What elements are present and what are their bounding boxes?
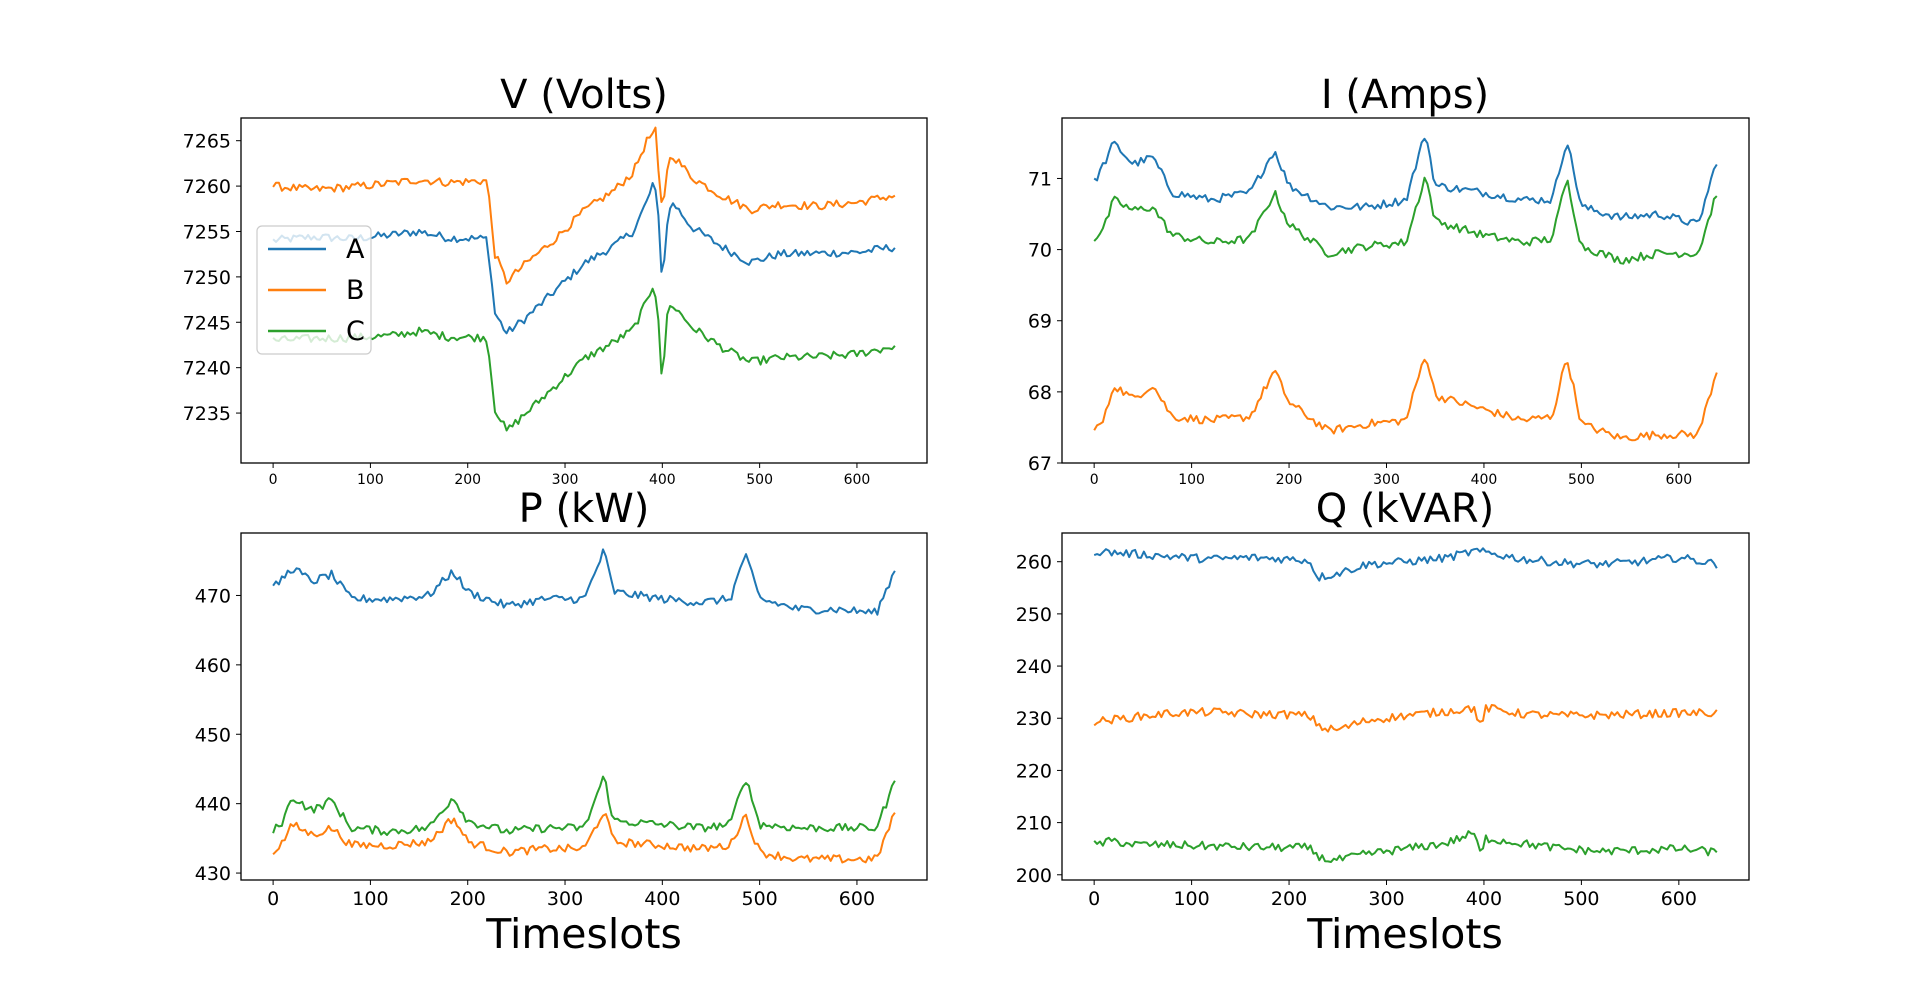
y-tick-label: 7265	[183, 131, 231, 153]
y-tick-label: 200	[1016, 865, 1052, 887]
x-tick-label: 300	[1368, 888, 1404, 910]
x-tick-label: 400	[1471, 472, 1498, 488]
series-layer	[1093, 137, 1718, 442]
x-tick-label: 600	[1665, 472, 1692, 488]
y-tick-label: 68	[1028, 382, 1052, 404]
plot-frame	[1061, 532, 1750, 881]
x-axis-ticks: 0 100 200 300 400 500 600	[1090, 472, 1693, 488]
x-tick-label: 0	[1088, 888, 1100, 910]
y-tick-label: 440	[195, 794, 231, 816]
plot-frame	[1061, 117, 1750, 464]
series-layer	[272, 548, 896, 864]
series-line-a	[272, 548, 896, 616]
y-tick-label: 67	[1028, 453, 1052, 475]
y-tick-label: 250	[1016, 604, 1052, 626]
x-axis-ticks: 0 100 200 300 400 500 600	[1088, 888, 1697, 910]
legend-label-c: C	[346, 316, 365, 347]
x-tick-label: 300	[552, 472, 579, 488]
x-tick-label: 0	[1090, 472, 1099, 488]
x-tick-label: 500	[742, 888, 778, 910]
y-tick-label: 7260	[183, 176, 231, 198]
legend-label-a: A	[346, 234, 365, 265]
chart-title: I (Amps)	[1321, 72, 1489, 118]
y-tick-label: 210	[1016, 813, 1052, 835]
series-line-c	[1093, 830, 1718, 863]
x-tick-label: 400	[644, 888, 680, 910]
series-line-b	[1093, 704, 1718, 733]
x-tick-label: 600	[1661, 888, 1697, 910]
series-line-a	[1093, 547, 1718, 582]
series-line-c	[272, 287, 896, 432]
y-tick-label: 7250	[183, 267, 231, 289]
legend: A B C	[256, 225, 372, 355]
series-line-b	[1093, 358, 1718, 442]
x-tick-label: 400	[1466, 888, 1502, 910]
x-tick-label: 200	[1271, 888, 1307, 910]
x-tick-label: 500	[746, 472, 773, 488]
y-tick-label: 460	[195, 655, 231, 677]
y-tick-label: 470	[195, 585, 231, 607]
x-tick-label: 100	[1173, 888, 1209, 910]
series-layer	[1093, 547, 1718, 863]
x-tick-label: 100	[352, 888, 388, 910]
x-tick-label: 0	[269, 472, 278, 488]
x-tick-label: 200	[454, 472, 481, 488]
y-tick-label: 450	[195, 724, 231, 746]
y-tick-label: 220	[1016, 760, 1052, 782]
x-axis-label: Timeslots	[1306, 910, 1503, 958]
y-tick-label: 7245	[183, 312, 231, 334]
chart-panel-voltage: V (Volts) 0 100 200 300 400 500 600 7235…	[183, 72, 928, 488]
series-line-a	[272, 182, 896, 335]
x-tick-label: 300	[1373, 472, 1400, 488]
series-layer	[272, 126, 896, 432]
y-tick-label: 69	[1028, 311, 1052, 333]
chart-panel-current: I (Amps) 0 100 200 300 400 500 600 67 68…	[1028, 72, 1750, 488]
y-axis-ticks: 7235 7240 7245 7250 7255 7260 7265	[183, 131, 231, 425]
chart-panel-active-power: P (kW) 0 100 200 300 400 500 600 430 440…	[195, 486, 928, 958]
y-tick-label: 7235	[183, 403, 231, 425]
y-tick-label: 7240	[183, 358, 231, 380]
y-tick-label: 240	[1016, 656, 1052, 678]
y-tick-label: 230	[1016, 708, 1052, 730]
x-tick-label: 300	[547, 888, 583, 910]
x-tick-label: 600	[844, 472, 871, 488]
x-tick-label: 500	[1563, 888, 1599, 910]
series-line-c	[272, 775, 896, 836]
x-tick-label: 100	[357, 472, 384, 488]
series-line-b	[272, 812, 896, 864]
x-tick-label: 200	[450, 888, 486, 910]
plot-frame	[240, 117, 928, 464]
y-axis-ticks: 430 440 450 460 470	[195, 585, 231, 885]
series-line-b	[272, 126, 896, 285]
y-axis-ticks: 200 210 220 230 240 250 260	[1016, 552, 1052, 887]
series-line-c	[1093, 176, 1718, 265]
chart-panel-reactive-power: Q (kVAR) 0 100 200 300 400 500 600 200 2…	[1016, 486, 1750, 958]
chart-title: P (kW)	[519, 486, 650, 532]
plot-frame	[240, 532, 928, 881]
x-axis-ticks: 0 100 200 300 400 500 600	[269, 472, 871, 488]
chart-title: Q (kVAR)	[1316, 486, 1495, 532]
x-axis-label: Timeslots	[485, 910, 682, 958]
y-axis-ticks: 67 68 69 70 71	[1028, 168, 1052, 475]
y-tick-label: 260	[1016, 552, 1052, 574]
x-tick-label: 100	[1178, 472, 1205, 488]
x-axis-ticks: 0 100 200 300 400 500 600	[267, 888, 875, 910]
x-tick-label: 500	[1568, 472, 1595, 488]
legend-label-b: B	[346, 275, 365, 306]
y-tick-label: 71	[1028, 168, 1052, 190]
y-tick-label: 7255	[183, 221, 231, 243]
y-tick-label: 430	[195, 863, 231, 885]
x-tick-label: 400	[649, 472, 676, 488]
series-line-a	[1093, 137, 1718, 226]
x-tick-label: 600	[839, 888, 875, 910]
x-tick-label: 200	[1276, 472, 1303, 488]
chart-title: V (Volts)	[500, 72, 668, 118]
y-tick-label: 70	[1028, 240, 1052, 262]
x-tick-label: 0	[267, 888, 279, 910]
